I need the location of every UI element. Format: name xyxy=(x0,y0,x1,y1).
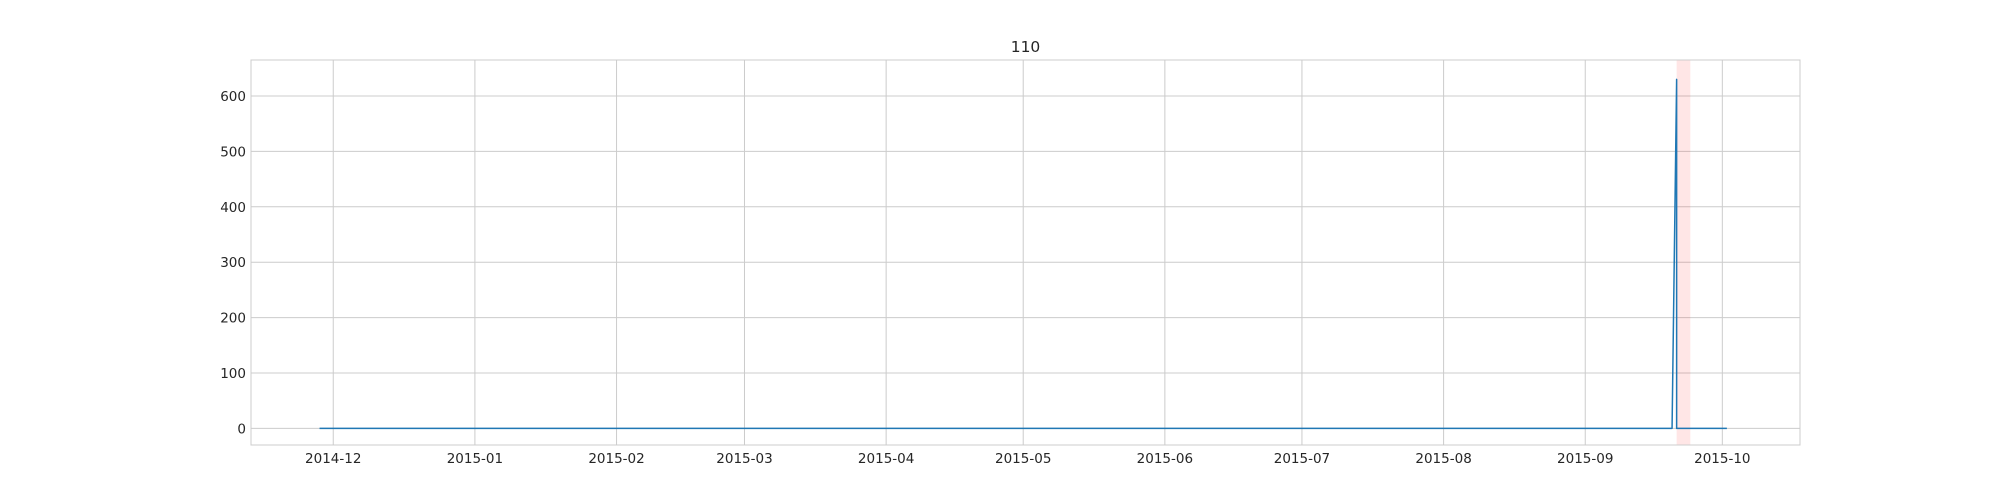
chart-title: 110 xyxy=(1011,38,1041,56)
x-tick-label: 2015-08 xyxy=(1415,451,1471,467)
x-tick-label: 2015-02 xyxy=(588,451,644,467)
y-tick-label: 600 xyxy=(220,89,246,105)
plot-frame xyxy=(250,59,1801,446)
highlight-span-layer xyxy=(1676,60,1691,445)
highlight-span xyxy=(1676,60,1691,445)
series-layer xyxy=(319,78,1727,430)
x-tick-label: 2015-06 xyxy=(1137,451,1193,467)
x-tick-label: 2015-03 xyxy=(716,451,772,467)
x-tick-label: 2015-10 xyxy=(1694,451,1750,467)
x-tick-label: 2015-09 xyxy=(1557,451,1613,467)
y-tick-label: 300 xyxy=(220,255,246,271)
x-tick-label: 2015-07 xyxy=(1274,451,1330,467)
y-tick-label: 200 xyxy=(220,311,246,327)
grid xyxy=(251,60,1800,445)
series-line xyxy=(319,78,1727,430)
y-tick-label: 0 xyxy=(237,421,246,437)
x-tick-label: 2015-01 xyxy=(447,451,503,467)
x-tick-label: 2015-05 xyxy=(995,451,1051,467)
y-tick-label: 100 xyxy=(220,366,246,382)
y-tick-labels: 0 100 200 300 400 500 600 xyxy=(220,89,246,437)
y-tick-label: 400 xyxy=(220,200,246,216)
x-tick-label: 2014-12 xyxy=(305,451,361,467)
x-tick-label: 2015-04 xyxy=(858,451,914,467)
x-tick-labels: 2014-12 2015-01 2015-02 2015-03 2015-04 2015-… xyxy=(305,451,1750,467)
y-tick-label: 500 xyxy=(220,144,246,160)
